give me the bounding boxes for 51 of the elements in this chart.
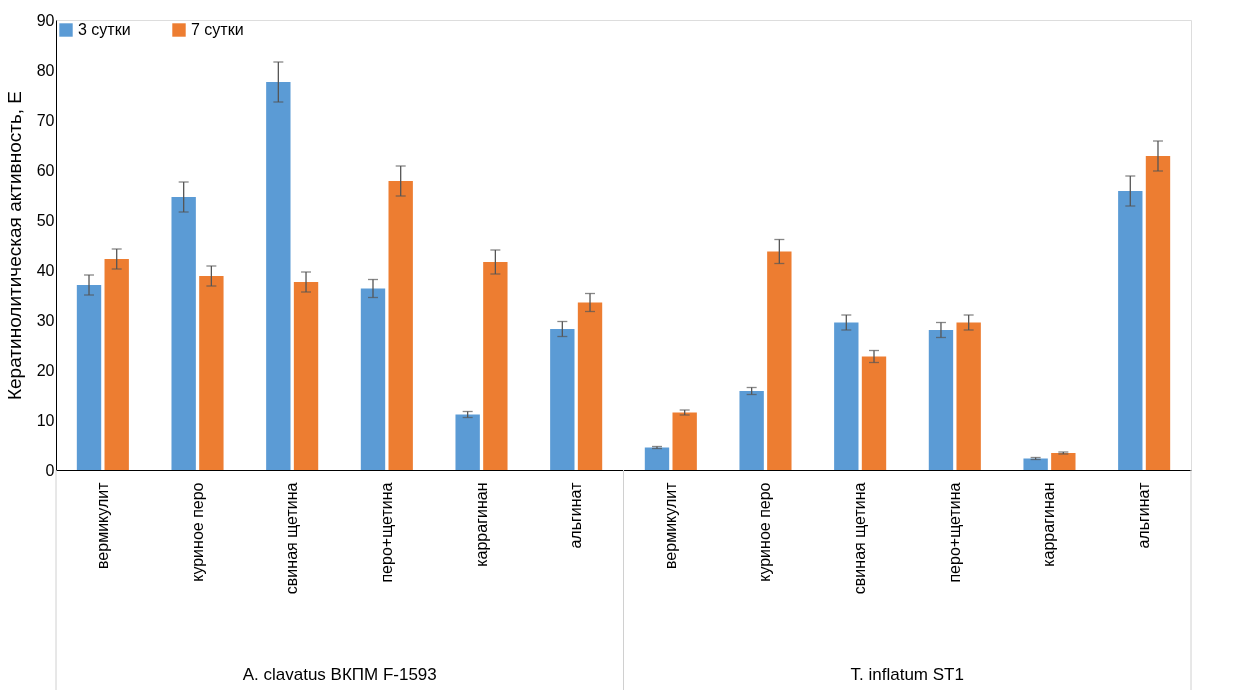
bar xyxy=(171,197,196,470)
bar xyxy=(483,262,508,470)
x-tick-label: вермикулит xyxy=(93,481,111,569)
bar xyxy=(928,330,954,470)
bar xyxy=(199,276,224,470)
y-tick-label: 60 xyxy=(36,161,55,179)
bar xyxy=(577,302,603,470)
bar xyxy=(388,181,413,470)
bar xyxy=(455,414,480,470)
x-tick-label: куриное перо xyxy=(756,482,774,582)
y-tick-label: 0 xyxy=(45,461,55,479)
bar xyxy=(360,288,386,470)
y-tick-label: 40 xyxy=(36,261,55,279)
x-tick-label: альгинат xyxy=(1135,481,1153,549)
bar xyxy=(293,282,319,470)
text: T. inflatum ST1 xyxy=(850,665,964,684)
legend-label: 7 сутки xyxy=(191,21,244,38)
x-tick-label: свиная щетина xyxy=(851,482,869,595)
bar xyxy=(672,412,697,470)
bar xyxy=(76,285,102,470)
x-tick-label: альгинат xyxy=(567,481,585,549)
x-tick-label: каррагинан xyxy=(472,482,490,567)
text: A. clavatus ВКПМ F-1593 xyxy=(242,665,437,684)
bar xyxy=(1023,458,1048,470)
y-tick-label: 50 xyxy=(36,211,55,229)
y-tick-label: 90 xyxy=(36,11,55,29)
bar xyxy=(644,447,670,470)
bar xyxy=(834,322,859,470)
x-tick-label: перо+щетина xyxy=(377,482,395,583)
bar xyxy=(1145,156,1171,470)
y-tick-label: 20 xyxy=(36,361,55,379)
x-tick-label: перо+щетина xyxy=(945,482,963,583)
y-tick-label: 80 xyxy=(36,61,55,79)
y-tick-label: 70 xyxy=(36,111,55,129)
bar xyxy=(767,251,792,470)
bar xyxy=(956,322,981,470)
bar xyxy=(266,82,291,470)
x-tick-label: куриное перо xyxy=(188,482,206,582)
bar xyxy=(104,259,129,470)
bar xyxy=(739,391,764,470)
bar xyxy=(1051,453,1076,470)
legend-label: 3 сутки xyxy=(78,21,131,38)
x-tick-label: вермикулит xyxy=(661,481,679,569)
bar xyxy=(550,329,575,470)
y-tick-label: 10 xyxy=(36,411,55,429)
y-tick-label: 30 xyxy=(36,311,55,329)
x-tick-label: каррагинан xyxy=(1040,482,1058,567)
bar xyxy=(861,356,887,470)
y-axis-title: Кератинолитическая активность, Е xyxy=(3,90,25,401)
x-tick-label: свиная щетина xyxy=(283,482,301,595)
bar xyxy=(1118,191,1143,470)
